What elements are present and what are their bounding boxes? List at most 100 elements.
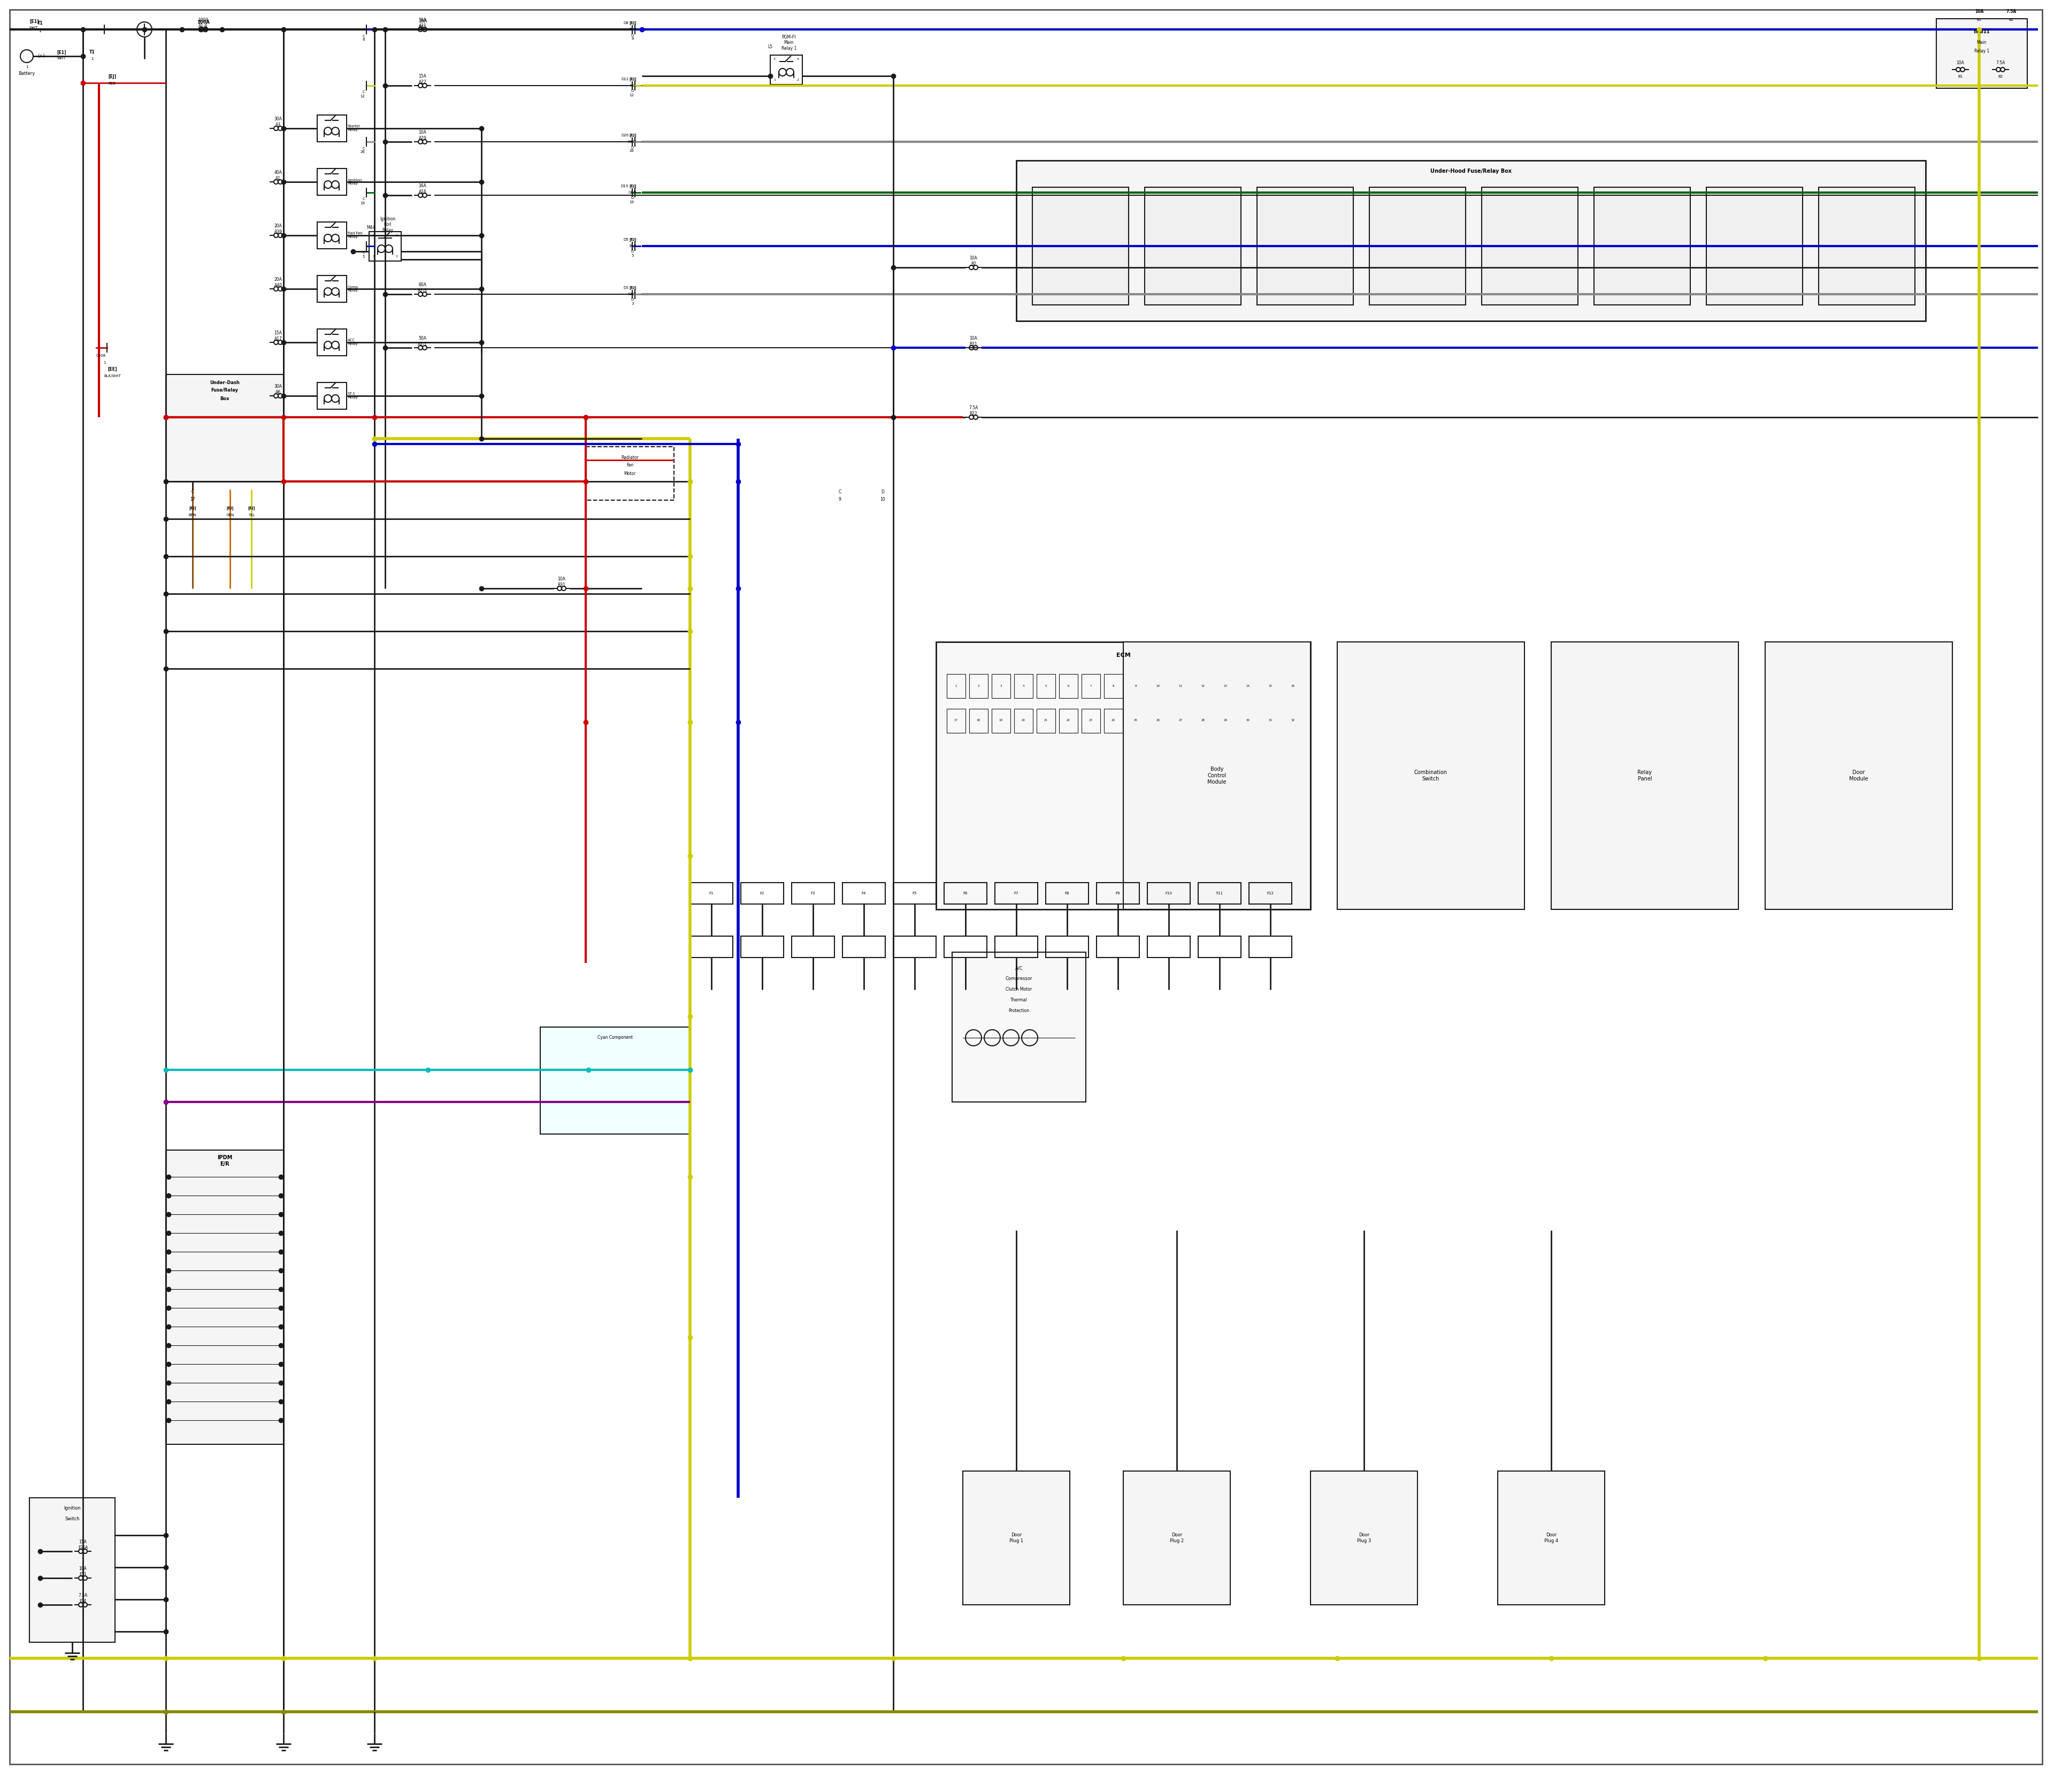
Text: 1: 1 xyxy=(372,254,374,258)
Text: 15A
A22: 15A A22 xyxy=(419,73,427,84)
Text: B2: B2 xyxy=(1999,75,2003,79)
Bar xyxy=(1551,642,1738,909)
Bar xyxy=(1126,710,1146,733)
Text: Clutch Motor: Clutch Motor xyxy=(1006,987,1031,993)
Text: WHT: WHT xyxy=(629,292,637,296)
Text: ACC
Relay: ACC Relay xyxy=(347,339,357,346)
Bar xyxy=(741,883,785,903)
Text: WHT: WHT xyxy=(58,57,66,59)
Text: ECM: ECM xyxy=(1115,652,1130,658)
Text: 9: 9 xyxy=(838,496,840,502)
Bar xyxy=(370,231,401,262)
Text: [EJ]: [EJ] xyxy=(629,77,637,81)
Text: D
5: D 5 xyxy=(631,251,635,256)
Text: 27: 27 xyxy=(1179,719,1183,722)
Text: RED: RED xyxy=(109,82,117,84)
Text: PGM-FI
Main
Relay 1: PGM-FI Main Relay 1 xyxy=(781,34,797,50)
Text: C: C xyxy=(191,489,193,495)
Text: 3: 3 xyxy=(774,57,776,61)
Text: 7.5A: 7.5A xyxy=(1996,61,2005,66)
Bar xyxy=(1097,935,1140,957)
Bar xyxy=(1171,674,1189,699)
Bar xyxy=(963,1471,1070,1606)
Text: Ignition
Relay: Ignition Relay xyxy=(347,179,362,185)
Text: F5: F5 xyxy=(912,892,916,894)
Text: D: D xyxy=(881,489,883,495)
Text: D
26: D 26 xyxy=(629,145,635,152)
Bar xyxy=(1082,710,1101,733)
Text: C
8: C 8 xyxy=(362,34,366,41)
Text: 2: 2 xyxy=(797,79,799,81)
Text: 1: 1 xyxy=(25,65,29,68)
Text: C408: C408 xyxy=(97,355,107,357)
Text: L5: L5 xyxy=(768,45,772,50)
Text: 50A
A2-1: 50A A2-1 xyxy=(417,337,427,346)
Bar xyxy=(1216,674,1234,699)
Text: 10: 10 xyxy=(1156,685,1161,686)
Text: D12: D12 xyxy=(620,77,629,81)
Text: 20: 20 xyxy=(1021,719,1025,722)
Bar xyxy=(1045,883,1089,903)
Text: 21: 21 xyxy=(1043,719,1048,722)
Text: C
12: C 12 xyxy=(359,91,366,97)
Text: F9: F9 xyxy=(1115,892,1119,894)
Text: BLU: BLU xyxy=(629,29,637,30)
Bar xyxy=(540,1027,690,1134)
Text: Cyan Component: Cyan Component xyxy=(598,1036,633,1039)
Text: [EE]: [EE] xyxy=(107,367,117,371)
Text: 1: 1 xyxy=(103,360,107,364)
Text: WHT: WHT xyxy=(629,140,637,143)
Bar xyxy=(945,935,986,957)
Text: F4: F4 xyxy=(861,892,867,894)
Bar xyxy=(1148,883,1189,903)
Bar xyxy=(994,883,1037,903)
Bar xyxy=(1239,674,1257,699)
Bar xyxy=(947,710,965,733)
Text: Door
Module: Door Module xyxy=(1849,771,1869,781)
Text: 4: 4 xyxy=(797,57,799,61)
Bar xyxy=(1171,710,1189,733)
Bar xyxy=(1370,186,1467,305)
Text: Combination
Switch: Combination Switch xyxy=(1415,771,1448,781)
Text: M44: M44 xyxy=(366,226,376,229)
Text: Starter
Relay: Starter Relay xyxy=(347,125,362,133)
Text: 11: 11 xyxy=(1179,685,1183,686)
Text: Box: Box xyxy=(220,396,230,401)
Text: Switch: Switch xyxy=(66,1516,80,1521)
Bar xyxy=(316,168,347,195)
Text: YEL: YEL xyxy=(249,514,255,516)
Bar xyxy=(937,642,1310,909)
Text: 100A: 100A xyxy=(197,20,210,25)
Bar xyxy=(992,710,1011,733)
Bar xyxy=(1017,161,1927,321)
Bar xyxy=(1193,674,1212,699)
Text: 16A: 16A xyxy=(419,20,427,23)
Bar xyxy=(1257,186,1354,305)
Text: 17: 17 xyxy=(953,719,957,722)
Text: GRN: GRN xyxy=(629,192,637,194)
Text: 14: 14 xyxy=(1247,685,1249,686)
Bar xyxy=(791,883,834,903)
Bar xyxy=(1261,710,1280,733)
Bar xyxy=(1937,18,2027,88)
Text: 30A
A3: 30A A3 xyxy=(273,116,281,127)
Bar xyxy=(1126,674,1146,699)
Text: 32: 32 xyxy=(1292,719,1294,722)
Bar xyxy=(1045,935,1089,957)
Text: 30: 30 xyxy=(1247,719,1249,722)
Bar xyxy=(1148,710,1167,733)
Bar xyxy=(992,674,1011,699)
Text: 4: 4 xyxy=(396,235,398,237)
Bar xyxy=(1284,710,1302,733)
Text: Under-Dash: Under-Dash xyxy=(210,380,240,385)
Bar xyxy=(1239,710,1257,733)
Text: ORN: ORN xyxy=(226,514,234,516)
Bar xyxy=(1481,186,1577,305)
Text: (+): (+) xyxy=(37,54,45,59)
Bar xyxy=(1015,710,1033,733)
Text: D
3: D 3 xyxy=(631,297,635,305)
Bar xyxy=(1249,883,1292,903)
Bar xyxy=(1594,186,1690,305)
Bar xyxy=(1060,674,1078,699)
Bar xyxy=(947,674,965,699)
